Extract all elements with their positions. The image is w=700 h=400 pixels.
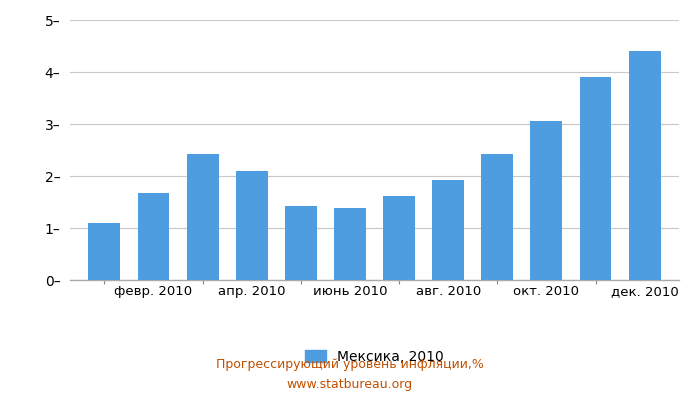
Bar [432,180,464,280]
Bar [236,171,267,280]
Bar [580,77,612,280]
Bar [629,51,661,280]
Bar [285,206,317,280]
Legend: Мексика, 2010: Мексика, 2010 [300,344,449,369]
Bar [137,193,169,280]
Text: Прогрессирующий уровень инфляции,%: Прогрессирующий уровень инфляции,% [216,358,484,371]
Bar [187,154,218,280]
Bar [88,223,120,280]
Text: www.statbureau.org: www.statbureau.org [287,378,413,391]
Bar [383,196,415,280]
Bar [531,121,562,280]
Bar [482,154,513,280]
Bar [334,208,366,280]
